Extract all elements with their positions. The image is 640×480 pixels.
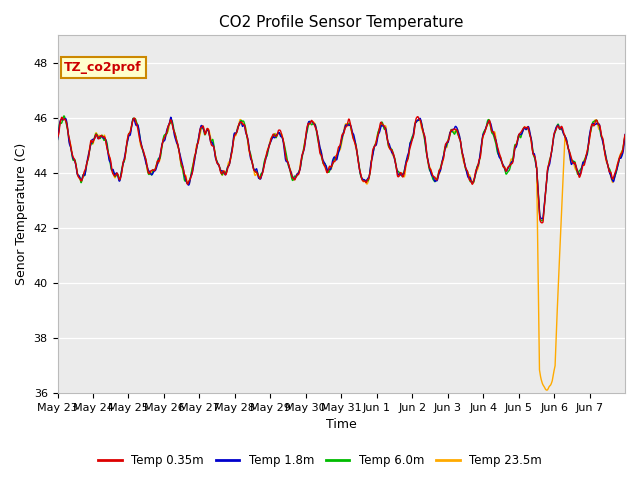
Text: TZ_co2prof: TZ_co2prof (65, 61, 142, 74)
Y-axis label: Senor Temperature (C): Senor Temperature (C) (15, 143, 28, 285)
Legend: Temp 0.35m, Temp 1.8m, Temp 6.0m, Temp 23.5m: Temp 0.35m, Temp 1.8m, Temp 6.0m, Temp 2… (93, 449, 547, 472)
X-axis label: Time: Time (326, 419, 356, 432)
Title: CO2 Profile Sensor Temperature: CO2 Profile Sensor Temperature (219, 15, 463, 30)
